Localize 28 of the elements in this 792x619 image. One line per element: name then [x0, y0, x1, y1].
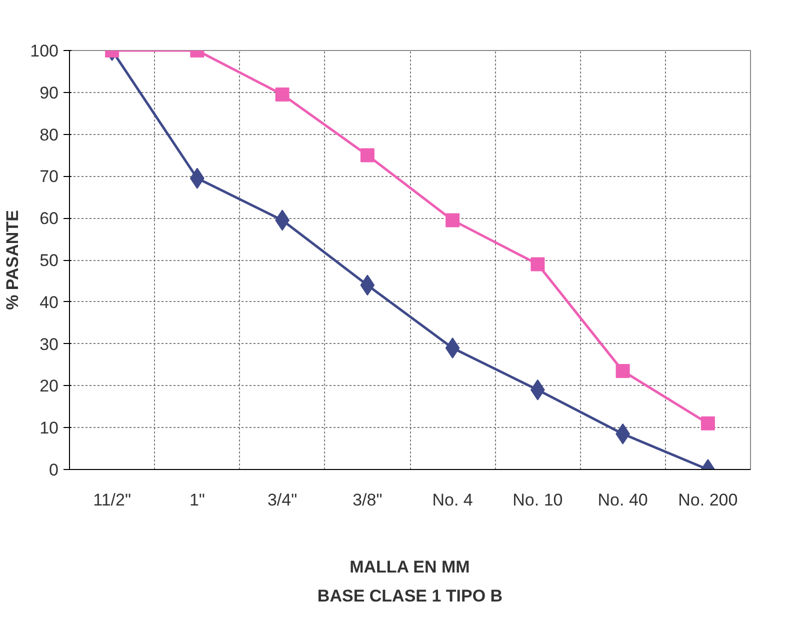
- point: [530, 257, 545, 272]
- point: [700, 416, 715, 430]
- point: [360, 148, 374, 162]
- y-tick-label: 40: [40, 292, 59, 312]
- x-axis-title: MALLA EN MM: [350, 558, 470, 576]
- point: [616, 364, 630, 378]
- y-tick-label: 50: [40, 251, 59, 270]
- x-tick-label: 1": [189, 490, 205, 510]
- y-tick-label: 30: [40, 334, 59, 354]
- y-tick-label: 60: [40, 209, 59, 228]
- y-axis-title: % PASANTE: [3, 210, 22, 310]
- point: [275, 87, 290, 102]
- text: BASE CLASE 1 TIPO B: [317, 586, 503, 606]
- y-tick-label: 70: [40, 167, 59, 186]
- x-tick-label: No. 10: [512, 490, 563, 510]
- y-tick-label: 80: [40, 125, 59, 144]
- y-tick-label: 90: [40, 83, 59, 102]
- y-tick-label: 20: [40, 376, 59, 396]
- x-tick-label: 3/4": [267, 490, 298, 510]
- y-tick-label: 100: [30, 42, 59, 60]
- x-tick-label: No. 4: [432, 490, 473, 510]
- x-tick-label: 11/2": [93, 490, 132, 510]
- x-tick-label: No. 40: [598, 490, 648, 510]
- x-tick-label: No. 200: [678, 490, 738, 510]
- y-tick-label: 0: [49, 460, 59, 480]
- point: [446, 213, 460, 228]
- y-tick-label: 10: [40, 418, 59, 438]
- x-tick-label: 3/8": [352, 490, 382, 510]
